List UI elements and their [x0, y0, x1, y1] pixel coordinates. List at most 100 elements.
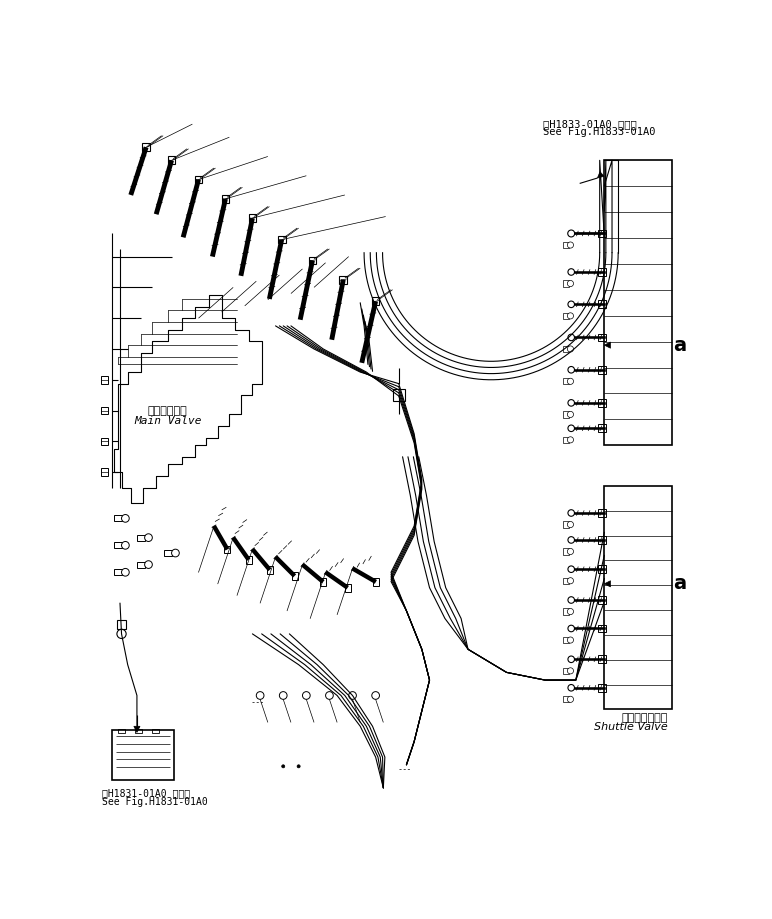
Bar: [604, 160, 672, 445]
Circle shape: [282, 765, 285, 768]
Bar: [100, 407, 108, 414]
Bar: [278, 236, 286, 244]
Circle shape: [567, 230, 574, 237]
Circle shape: [567, 549, 574, 554]
Bar: [222, 195, 229, 203]
Bar: [100, 376, 108, 383]
Bar: [225, 546, 231, 553]
Bar: [563, 346, 569, 352]
Bar: [393, 389, 405, 402]
Circle shape: [567, 379, 574, 384]
Circle shape: [568, 335, 574, 341]
Polygon shape: [604, 342, 611, 348]
Bar: [598, 684, 606, 692]
Text: Main Valve: Main Valve: [134, 415, 201, 425]
Circle shape: [568, 537, 574, 543]
Bar: [113, 516, 121, 521]
Bar: [142, 143, 150, 151]
Polygon shape: [604, 581, 611, 587]
Text: See Fig.H1831-01A0: See Fig.H1831-01A0: [102, 797, 208, 807]
Bar: [100, 437, 108, 445]
Circle shape: [567, 578, 574, 584]
Bar: [563, 521, 569, 528]
Circle shape: [297, 765, 300, 768]
Circle shape: [279, 692, 287, 699]
Circle shape: [568, 566, 574, 573]
Bar: [598, 565, 606, 573]
Text: See Fig.H1833-01A0: See Fig.H1833-01A0: [543, 127, 656, 137]
Circle shape: [568, 596, 574, 603]
Bar: [563, 437, 569, 443]
Polygon shape: [598, 172, 604, 178]
Circle shape: [117, 630, 126, 639]
Bar: [112, 730, 174, 780]
Bar: [151, 729, 159, 733]
Circle shape: [256, 692, 264, 699]
Bar: [320, 578, 327, 585]
Circle shape: [567, 608, 574, 615]
Bar: [598, 268, 606, 276]
Bar: [598, 399, 606, 407]
Bar: [113, 542, 121, 549]
Text: a: a: [674, 574, 687, 594]
Circle shape: [171, 550, 179, 557]
Bar: [598, 509, 606, 516]
Circle shape: [567, 280, 574, 287]
Circle shape: [567, 412, 574, 417]
Text: 第H1833-01A0 図参照: 第H1833-01A0 図参照: [543, 119, 637, 130]
Bar: [100, 469, 108, 476]
Circle shape: [121, 541, 129, 550]
Circle shape: [568, 656, 574, 663]
Bar: [598, 596, 606, 604]
Bar: [137, 535, 144, 540]
Circle shape: [567, 521, 574, 528]
Bar: [344, 584, 350, 592]
Circle shape: [372, 692, 380, 699]
Circle shape: [567, 637, 574, 643]
Circle shape: [326, 692, 334, 699]
Text: a: a: [674, 335, 687, 355]
Bar: [372, 298, 380, 305]
Bar: [598, 334, 606, 341]
Bar: [113, 569, 121, 575]
Circle shape: [567, 668, 574, 674]
Bar: [249, 214, 256, 221]
Circle shape: [567, 697, 574, 702]
Bar: [309, 256, 317, 265]
Circle shape: [568, 367, 574, 373]
Bar: [168, 156, 175, 165]
Circle shape: [568, 268, 574, 276]
Text: メインバルブ: メインバルブ: [148, 405, 188, 415]
Bar: [292, 573, 298, 580]
Text: Shuttle Valve: Shuttle Valve: [594, 721, 669, 732]
Bar: [563, 379, 569, 384]
Bar: [340, 276, 347, 284]
Circle shape: [568, 301, 574, 308]
Bar: [563, 242, 569, 248]
Circle shape: [121, 569, 129, 576]
Bar: [164, 550, 171, 556]
Bar: [373, 578, 379, 585]
Circle shape: [568, 400, 574, 406]
Bar: [598, 230, 606, 237]
Bar: [598, 301, 606, 308]
Bar: [563, 608, 569, 615]
Bar: [598, 366, 606, 374]
Bar: [117, 620, 126, 630]
Bar: [563, 312, 569, 319]
Bar: [195, 176, 202, 184]
Bar: [266, 566, 273, 573]
Bar: [563, 697, 569, 702]
Bar: [563, 578, 569, 584]
Circle shape: [121, 515, 129, 522]
Bar: [134, 729, 142, 733]
Text: シャトルバルブ: シャトルバルブ: [622, 713, 669, 723]
Circle shape: [568, 425, 574, 432]
Circle shape: [567, 346, 574, 352]
Bar: [598, 425, 606, 432]
Circle shape: [567, 312, 574, 319]
Polygon shape: [134, 726, 140, 732]
Bar: [563, 637, 569, 643]
Circle shape: [567, 242, 574, 248]
Circle shape: [303, 692, 310, 699]
